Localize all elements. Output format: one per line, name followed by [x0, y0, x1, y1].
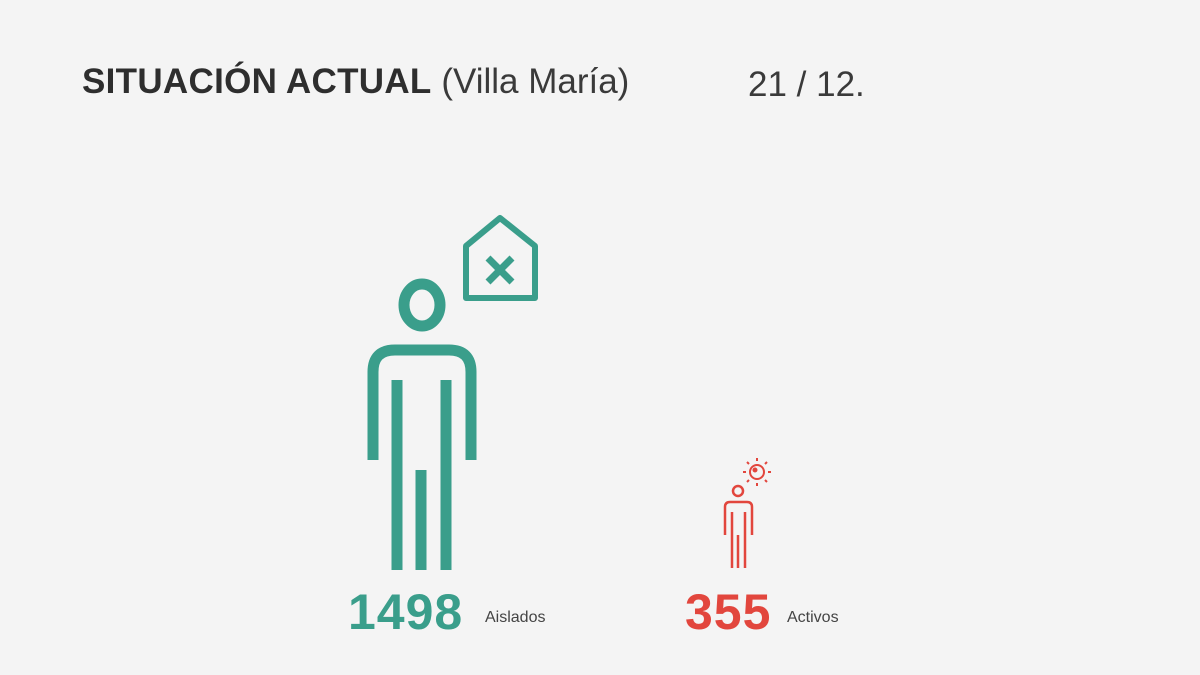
- person-active-icon: [723, 484, 754, 568]
- house-x-icon: [463, 215, 538, 301]
- virus-icon: [743, 458, 771, 486]
- active-label: Activos: [787, 609, 839, 626]
- isolated-label: Aislados: [485, 609, 546, 626]
- isolated-count: 1498: [348, 584, 464, 640]
- title-location: (Villa María): [441, 62, 630, 101]
- title-bold: SITUACIÓN ACTUAL: [82, 62, 432, 101]
- active-count: 355: [685, 584, 772, 640]
- date: 21 / 12.: [748, 65, 865, 104]
- page-title: SITUACIÓN ACTUAL (Villa María): [82, 62, 629, 102]
- person-isolated-icon: [367, 278, 477, 570]
